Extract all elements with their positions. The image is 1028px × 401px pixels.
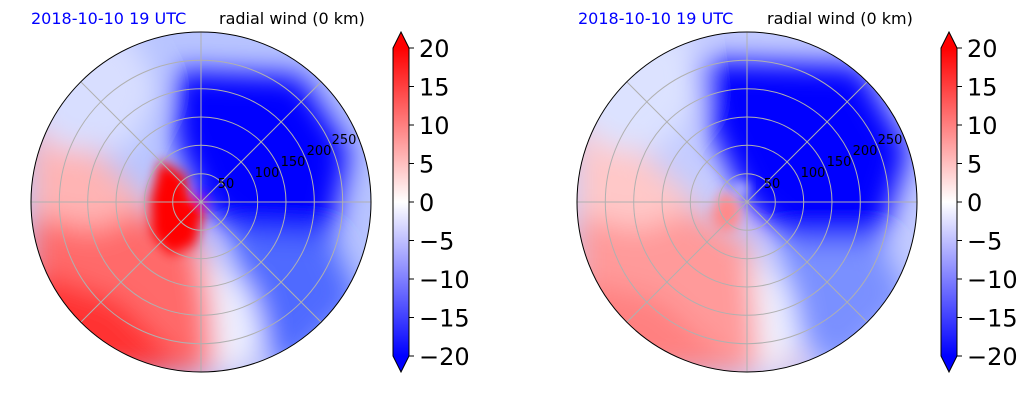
right-colorbar-tick-label: −15 [967,305,1018,333]
right-grid [577,32,917,372]
left-grid [31,32,371,372]
left-colorbar-tick-label: 0 [419,189,434,217]
right-rlabel-50: 50 [764,177,781,192]
right-colorbar-max-extend [941,32,957,48]
left-colorbar-tick-label: 20 [419,35,450,63]
left-colorbar-tick-label: −20 [419,343,470,371]
right-colorbar-tick-label: 15 [967,74,998,102]
left-time-label: 2018-10-10 19 UTC [31,9,186,28]
right-colorbar: 20 15 10 5 0 −5 −10 −15 −20 [940,30,1018,374]
left-colorbar: 20 15 10 5 0 −5 −10 −15 −20 [392,30,470,374]
right-title: radial wind (0 km) [767,9,913,28]
left-colorbar-tick-label: −10 [419,266,470,294]
right-rlabel-150: 150 [827,155,852,170]
left-rlabel-150: 150 [281,155,306,170]
left-colorbar-tick-label: 10 [419,112,450,140]
right-colorbar-body [941,48,957,356]
left-polar-frame [30,31,372,373]
right-colorbar-tick-label: −20 [967,343,1018,371]
right-colorbar-tick-label: 10 [967,112,998,140]
left-colorbar-tick-label: −5 [419,228,454,256]
right-colorbar-tick-label: −10 [967,266,1018,294]
right-colorbar-min-extend [941,356,957,372]
right-rlabel-250: 250 [878,133,903,148]
right-colorbar-tick-label: 5 [967,151,982,179]
left-radial-labels: 50 100 150 200 250 [218,133,357,192]
right-colorbar-tick-label: 20 [967,35,998,63]
right-rlabel-100: 100 [801,166,826,181]
left-title: radial wind (0 km) [219,9,365,28]
left-colorbar-tick-label: 5 [419,151,434,179]
left-colorbar-body [393,48,409,356]
left-rlabel-200: 200 [307,144,332,159]
right-colorbar-tick-label: −5 [967,228,1002,256]
right-colorbar-tick-label: 0 [967,189,982,217]
left-rlabel-250: 250 [332,133,357,148]
right-polar-frame [576,31,918,373]
right-rlabel-200: 200 [853,144,878,159]
right-radial-labels: 50 100 150 200 250 [764,133,903,192]
left-colorbar-min-extend [393,356,409,372]
left-panel: 2018-10-10 19 UTC radial wind (0 km) [30,9,470,374]
left-colorbar-max-extend [393,32,409,48]
right-time-label: 2018-10-10 19 UTC [578,9,733,28]
left-colorbar-tick-label: 15 [419,74,450,102]
right-panel: 2018-10-10 19 UTC radial wind (0 km) [576,9,1018,374]
left-rlabel-50: 50 [218,177,235,192]
left-colorbar-tick-label: −15 [419,305,470,333]
left-rlabel-100: 100 [255,166,280,181]
